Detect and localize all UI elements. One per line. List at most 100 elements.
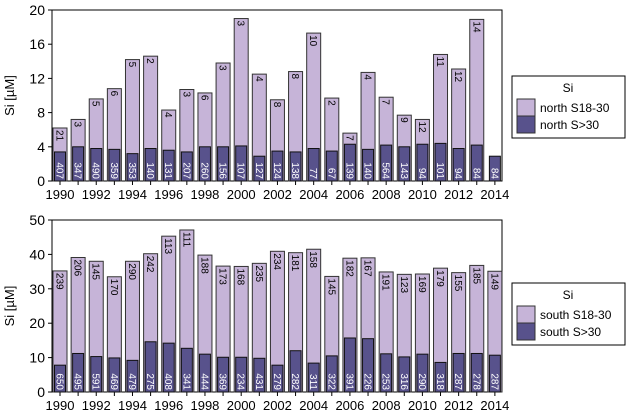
bar-north-S-30 [343,143,356,182]
bar-count-label: 322 [325,373,336,390]
bar-count-label: 167 [362,260,373,277]
bar-count-label: 191 [380,274,391,291]
bar-count-label: 3 [180,92,191,98]
bar-count-label: 407 [54,162,65,179]
x-tick-label: 2004 [299,187,328,202]
bar-south-S-30 [343,337,356,393]
bar-north-S-30 [434,142,447,182]
bar-count-label: 149 [488,273,499,290]
bar-south-S-30 [488,354,501,393]
x-tick-label: 2014 [480,187,509,202]
bar-south-S-30 [398,356,411,393]
bar-north-S-30 [162,149,175,182]
bar-count-label: 94 [416,168,427,180]
bar-north-S-30 [325,150,338,182]
bar-count-label: 287 [488,373,499,390]
bar-count-label: 168 [235,268,246,285]
x-tick-label: 2010 [408,398,437,413]
bar-count-label: 7 [380,99,391,105]
bar-count-label: 155 [452,275,463,292]
legend-label: north S>30 [540,118,599,132]
bar-count-label: 2 [325,100,336,106]
bar-count-label: 21 [54,130,65,142]
bar-count-label: 260 [198,162,209,179]
x-tick-label: 1996 [154,398,183,413]
bar-count-label: 290 [126,263,137,280]
bar-south-S-30 [325,355,338,393]
bar-north-S-30 [108,148,121,182]
x-tick-label: 1994 [118,187,147,202]
bar-south-S-30 [470,352,483,393]
bar-north-S-30 [90,148,103,182]
bar-count-label: 77 [307,168,318,180]
bar-south-S-30 [235,356,248,393]
bar-count-label: 431 [253,373,264,390]
bar-count-label: 9 [398,117,409,123]
x-tick-label: 1992 [82,398,111,413]
bar-north-S-30 [217,146,230,182]
bar-south-S-30 [271,364,284,393]
legend-label: south S18-30 [540,308,612,322]
bar-north-S-30 [144,148,157,182]
bar-count-label: 138 [289,162,300,179]
bar-count-label: 107 [235,162,246,179]
x-tick-label: 2014 [480,398,509,413]
bar-north-S-30 [235,145,248,182]
y-tick-label: 40 [29,246,45,262]
bar-count-label: 5 [126,62,137,68]
bar-count-label: 143 [398,162,409,179]
legend-label: north S18-30 [540,101,610,115]
legend-title: Si [563,288,574,302]
x-tick-label: 1996 [154,187,183,202]
bar-south-S-30 [180,347,193,393]
bar-north-S-30 [488,155,501,182]
bar-count-label: 341 [180,373,191,390]
bar-south-S-30 [380,353,393,393]
bar-count-label: 5 [90,101,101,107]
bar-south-S-30 [198,353,211,393]
bar-south-S-30 [72,352,85,393]
bar-count-label: 8 [289,74,300,80]
bar-count-label: 4 [162,112,173,118]
bar-count-label: 235 [253,265,264,282]
bar-count-label: 359 [108,162,119,179]
x-tick-label: 2008 [372,187,401,202]
bar-count-label: 6 [198,95,209,101]
bar-count-label: 179 [434,270,445,287]
legend: Si south S18-30 south S>30 [511,282,626,346]
bar-count-label: 10 [307,35,318,47]
bar-south-S-30 [144,341,157,393]
y-tick-label: 0 [37,173,45,189]
bar-count-label: 145 [90,263,101,280]
bar-count-label: 11 [434,56,445,67]
y-axis-label: Si [µM] [2,286,17,327]
bar-north-S-30 [416,143,429,182]
bar-south-S-30 [416,353,429,393]
bar-count-label: 8 [271,102,282,108]
bar-north-S-30 [72,146,85,182]
x-tick-label: 2004 [299,398,328,413]
bar-count-label: 124 [271,162,282,179]
legend-swatch-dark [516,322,536,341]
bar-north-S-30 [307,148,320,182]
bar-count-label: 564 [380,162,391,179]
x-tick-label: 1998 [190,187,219,202]
bar-count-label: 181 [289,255,300,272]
bar-count-label: 311 [307,374,318,390]
bar-south-S-30 [162,342,175,393]
bar-count-label: 140 [362,162,373,179]
bar-count-label: 391 [343,373,354,390]
legend-label: south S>30 [540,325,601,339]
bar-count-label: 158 [307,251,318,268]
x-tick-label: 2002 [263,398,292,413]
bar-north-S-30 [380,144,393,182]
bar-count-label: 185 [470,267,481,284]
bar-north-S-30 [271,150,284,182]
bar-count-label: 316 [398,373,409,390]
x-tick-label: 2006 [335,187,364,202]
y-tick-label: 8 [37,105,45,121]
y-tick-label: 0 [37,384,45,400]
legend-title: Si [563,81,574,95]
bar-count-label: 140 [144,162,155,179]
